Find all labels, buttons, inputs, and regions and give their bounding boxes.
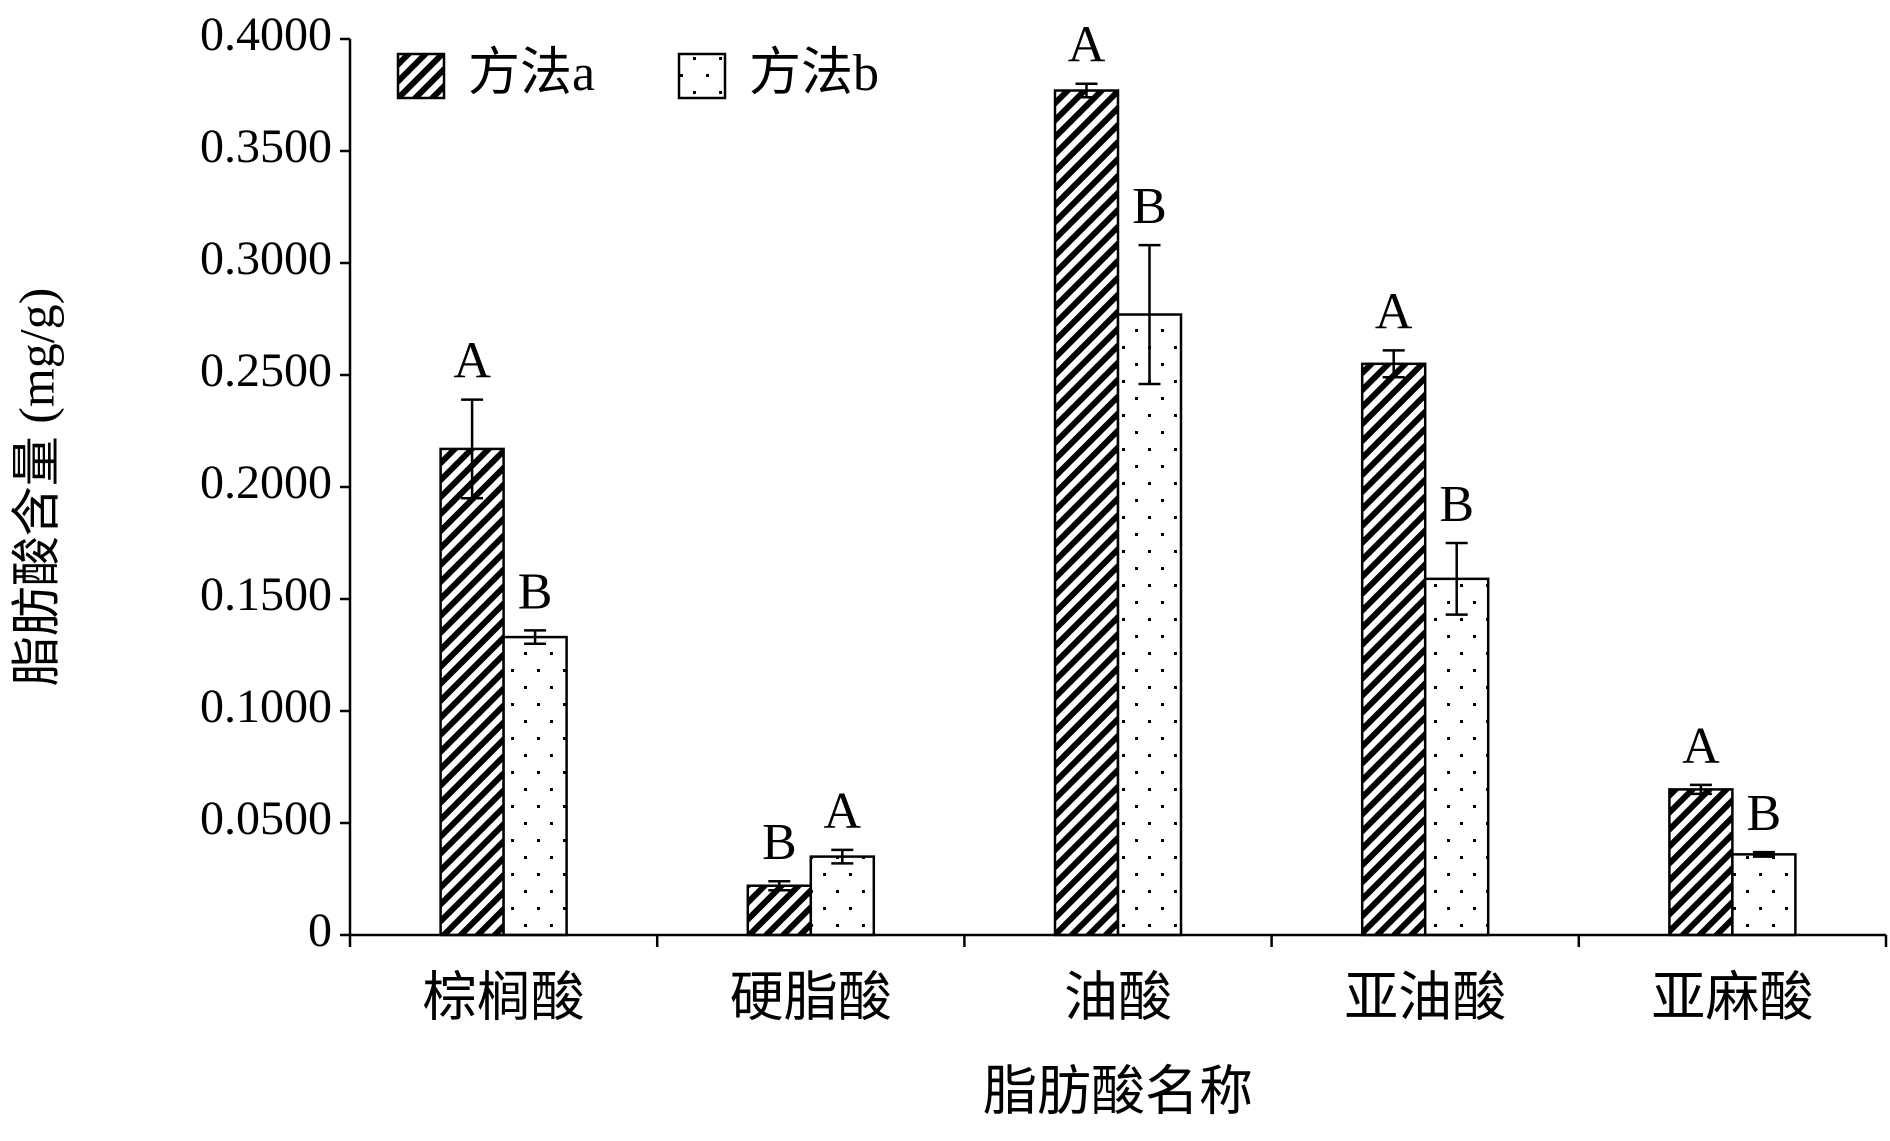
significance-label: B [1439, 476, 1474, 533]
y-tick-label: 0.0500 [200, 792, 332, 845]
bar [746, 884, 813, 937]
x-tick-label: 油酸 [1064, 967, 1172, 1027]
significance-label: B [1132, 178, 1167, 235]
bar [1360, 362, 1427, 937]
x-tick-label: 棕榈酸 [423, 967, 585, 1027]
significance-label: A [453, 333, 491, 390]
legend-label: 方法a [468, 45, 595, 102]
significance-label: A [1068, 17, 1106, 74]
y-tick-label: 0.3000 [200, 232, 332, 285]
y-tick-label: 0.3500 [200, 120, 332, 173]
legend-swatch [677, 52, 727, 100]
x-tick-label: 亚油酸 [1344, 967, 1506, 1027]
y-tick-label: 0.1000 [200, 680, 332, 733]
bar [1423, 577, 1490, 937]
x-tick-label: 硬脂酸 [730, 967, 892, 1027]
error-bar [1689, 783, 1712, 796]
y-tick-label: 0.4000 [200, 8, 332, 61]
bar [1668, 788, 1734, 937]
error-bar [1752, 850, 1775, 858]
significance-label: A [1375, 283, 1413, 340]
legend-swatch [396, 52, 446, 100]
y-tick-label: 0.2500 [200, 344, 332, 397]
error-bar [461, 398, 484, 500]
y-axis-label: 脂肪酸含量 (mg/g) [8, 288, 64, 687]
bar [502, 635, 568, 937]
x-tick-label: 亚麻酸 [1651, 967, 1813, 1027]
bar [809, 855, 876, 937]
error-bar [524, 629, 547, 646]
y-tick-label: 0.2000 [200, 456, 332, 509]
significance-label: B [518, 563, 553, 620]
legend-label: 方法b [749, 45, 879, 102]
x-axis-label: 脂肪酸名称 [983, 1061, 1253, 1121]
error-bar [1075, 82, 1098, 99]
y-tick-label: 0 [308, 904, 332, 957]
y-tick-label: 0.1500 [200, 568, 332, 621]
significance-label: B [1747, 785, 1782, 842]
error-bar [768, 879, 791, 892]
error-bar [1382, 349, 1405, 379]
error-bar [831, 848, 854, 865]
bar [1116, 313, 1183, 937]
error-bar [1138, 243, 1161, 386]
significance-label: A [1682, 718, 1720, 775]
error-bar [1445, 541, 1468, 616]
bar [439, 447, 505, 937]
significance-label: A [824, 783, 862, 840]
bar [1731, 853, 1797, 937]
bar [1053, 89, 1120, 937]
significance-label: B [762, 814, 797, 871]
